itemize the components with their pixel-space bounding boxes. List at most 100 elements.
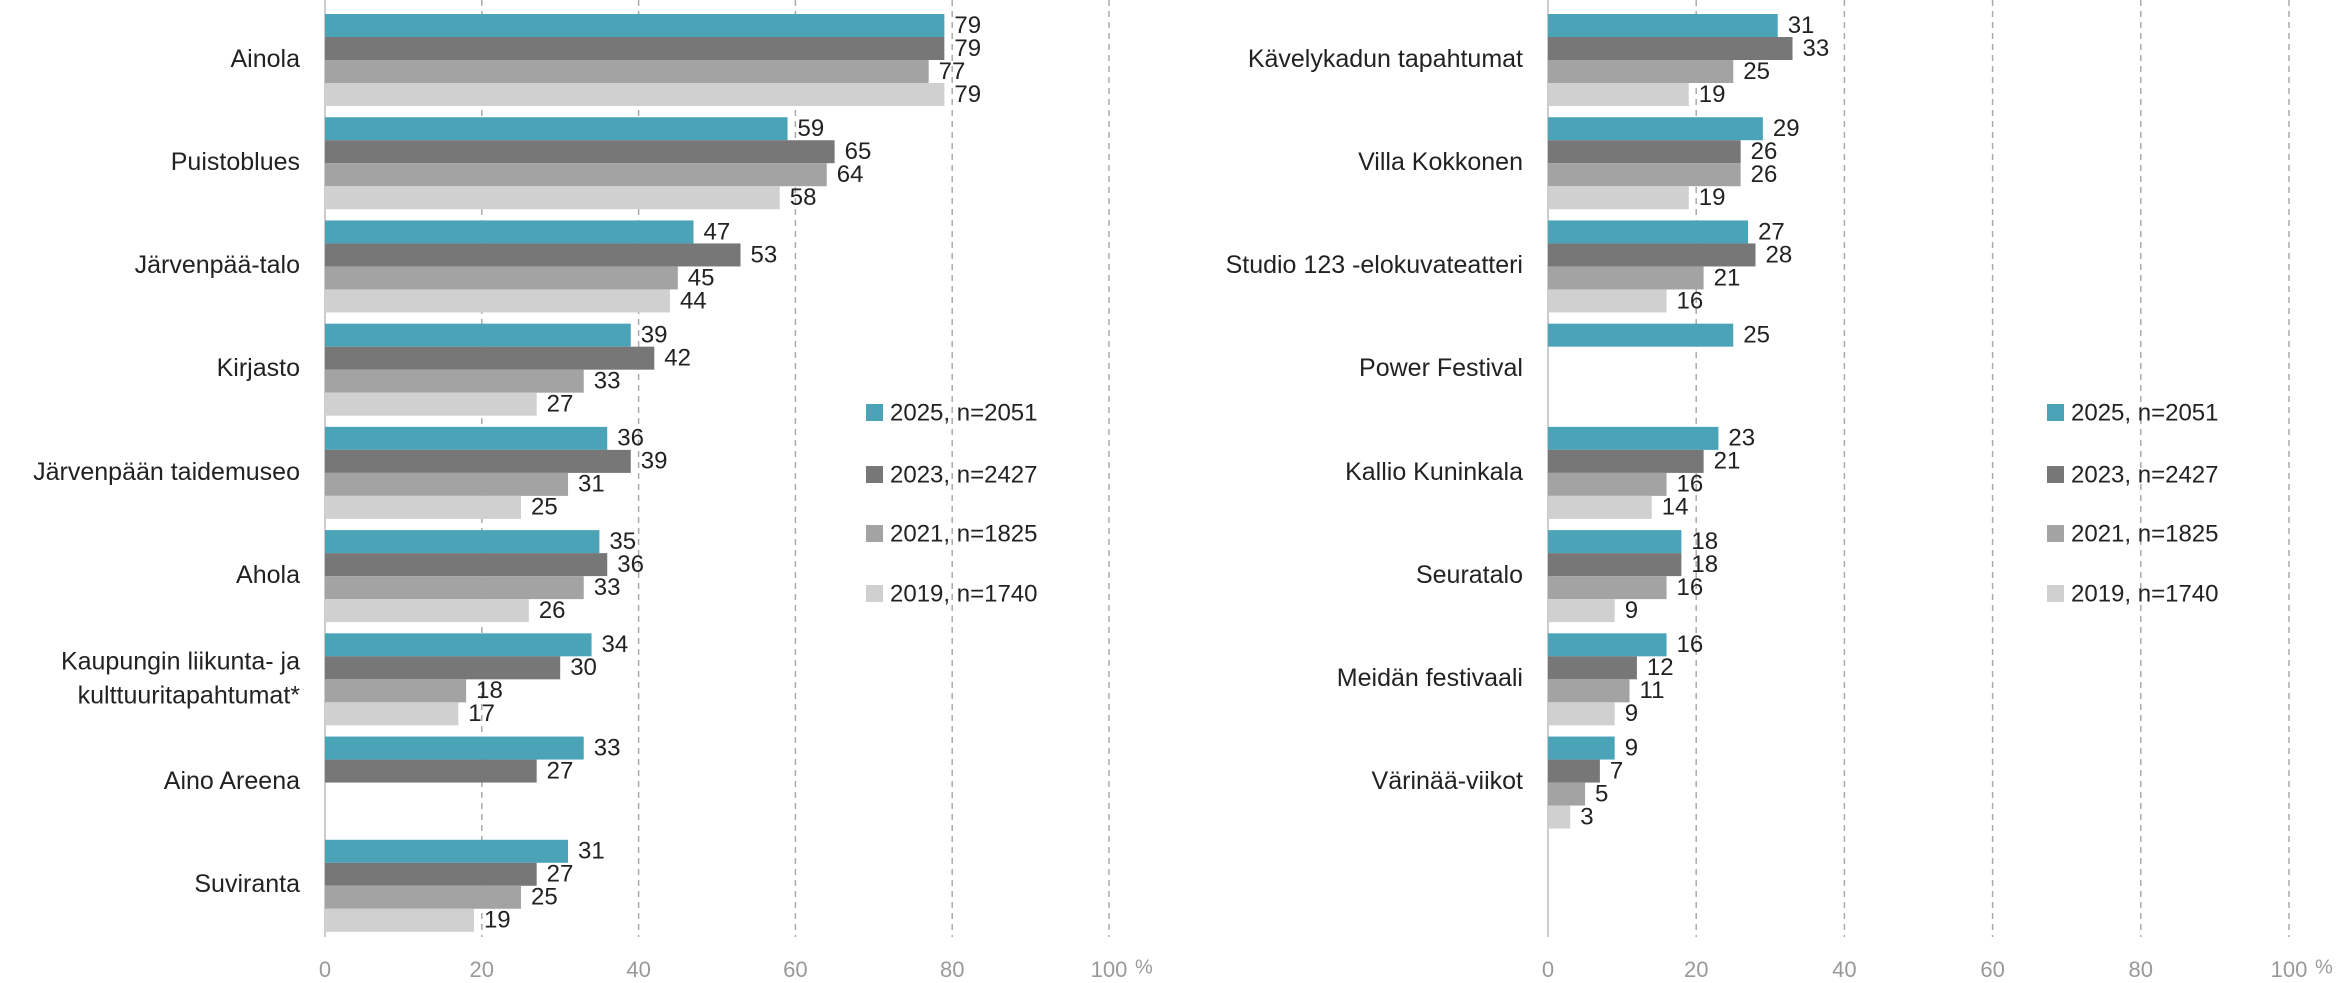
legend-swatch [2047,404,2064,421]
data-label: 36 [617,551,644,578]
bar [1548,472,1667,496]
data-label: 7 [1610,757,1623,784]
bar [325,885,521,909]
data-label: 26 [539,597,566,624]
bar [325,679,467,703]
data-label: 26 [1751,161,1778,188]
bar [325,839,569,863]
category-label: Seuratalo [1415,560,1523,589]
category-label: Aino Areena [163,767,300,796]
category-label: Meidän festivaali [1336,664,1523,693]
x-axis-unit: % [2315,956,2333,978]
bar [1548,656,1637,680]
bar [325,323,631,347]
bar [1548,736,1615,760]
data-label: 53 [751,241,778,268]
category-label: Studio 123 -elokuvateatteri [1225,251,1523,280]
data-label: 27 [547,861,574,888]
data-label: 9 [1625,734,1638,761]
data-label: 28 [1765,241,1792,268]
legend-swatch [2047,525,2064,542]
data-label: 19 [1699,184,1726,211]
data-label: 9 [1625,597,1638,624]
bar [325,599,529,623]
data-label: 33 [594,368,621,395]
data-label: 79 [954,81,981,108]
bar [325,186,780,210]
bar [325,369,584,393]
data-label: 31 [578,838,605,865]
data-label: 35 [609,528,636,555]
bar [1548,782,1586,806]
bar [1548,83,1689,106]
legend-swatch [866,404,883,421]
category-label: Kirjasto [216,354,300,383]
bar [325,266,678,290]
legend-label: 2019, n=1740 [2071,580,2218,607]
data-label: 18 [1691,528,1718,555]
category-label: Kallio Kuninkala [1345,457,1523,486]
data-label: 30 [570,654,597,681]
data-label: 25 [1743,58,1770,85]
data-label: 42 [664,345,691,372]
data-label: 21 [1714,448,1741,475]
bar [325,346,655,370]
bar [325,553,608,577]
x-tick-label: 100 [2271,957,2308,982]
bar [325,530,600,554]
category-label: Ainola [230,44,301,73]
bar [325,426,608,450]
data-label: 17 [468,700,495,727]
bar [1548,220,1749,244]
legend-swatch [2047,585,2064,602]
bar [1548,37,1793,60]
data-label: 33 [1803,35,1830,62]
data-label: 44 [680,287,707,314]
bar [325,656,561,680]
data-label: 34 [602,631,629,658]
bar [325,449,631,473]
data-label: 18 [1691,551,1718,578]
bar [1548,599,1615,623]
legend-label: 2023, n=2427 [890,461,1037,488]
data-label: 25 [531,884,558,911]
bar [1548,679,1630,703]
x-tick-label: 100 [1091,957,1128,982]
category-label: Puistoblues [170,147,300,176]
legend-label: 2025, n=2051 [890,399,1037,426]
bar [325,576,584,600]
bar [325,37,945,60]
data-label: 26 [1751,138,1778,165]
bar [325,60,929,83]
bar [325,908,474,932]
x-tick-label: 0 [319,957,331,982]
x-tick-label: 40 [626,957,650,982]
bar [1548,530,1682,554]
category-label: Suviranta [194,870,300,899]
data-label: 58 [790,184,817,211]
bar [325,736,584,760]
bar [1548,495,1652,519]
data-label: 25 [531,494,558,521]
legend-label: 2023, n=2427 [2071,461,2218,488]
bar [325,140,835,164]
data-label: 64 [837,161,864,188]
bar [325,243,741,267]
bar [1548,289,1667,313]
bar [1548,14,1778,37]
data-label: 14 [1662,494,1689,521]
x-tick-label: 60 [1980,957,2004,982]
bar [325,163,827,187]
category-label: Järvenpään taidemuseo [33,457,300,486]
data-label: 9 [1625,700,1638,727]
bar [1548,805,1571,829]
bar [1548,243,1756,267]
data-label: 12 [1647,654,1674,681]
category-label: Ahola [236,560,300,589]
data-label: 27 [1758,218,1785,245]
bar [1548,186,1689,210]
data-label: 25 [1743,322,1770,349]
data-label: 11 [1640,677,1665,704]
data-label: 79 [954,35,981,62]
bar [325,862,537,886]
